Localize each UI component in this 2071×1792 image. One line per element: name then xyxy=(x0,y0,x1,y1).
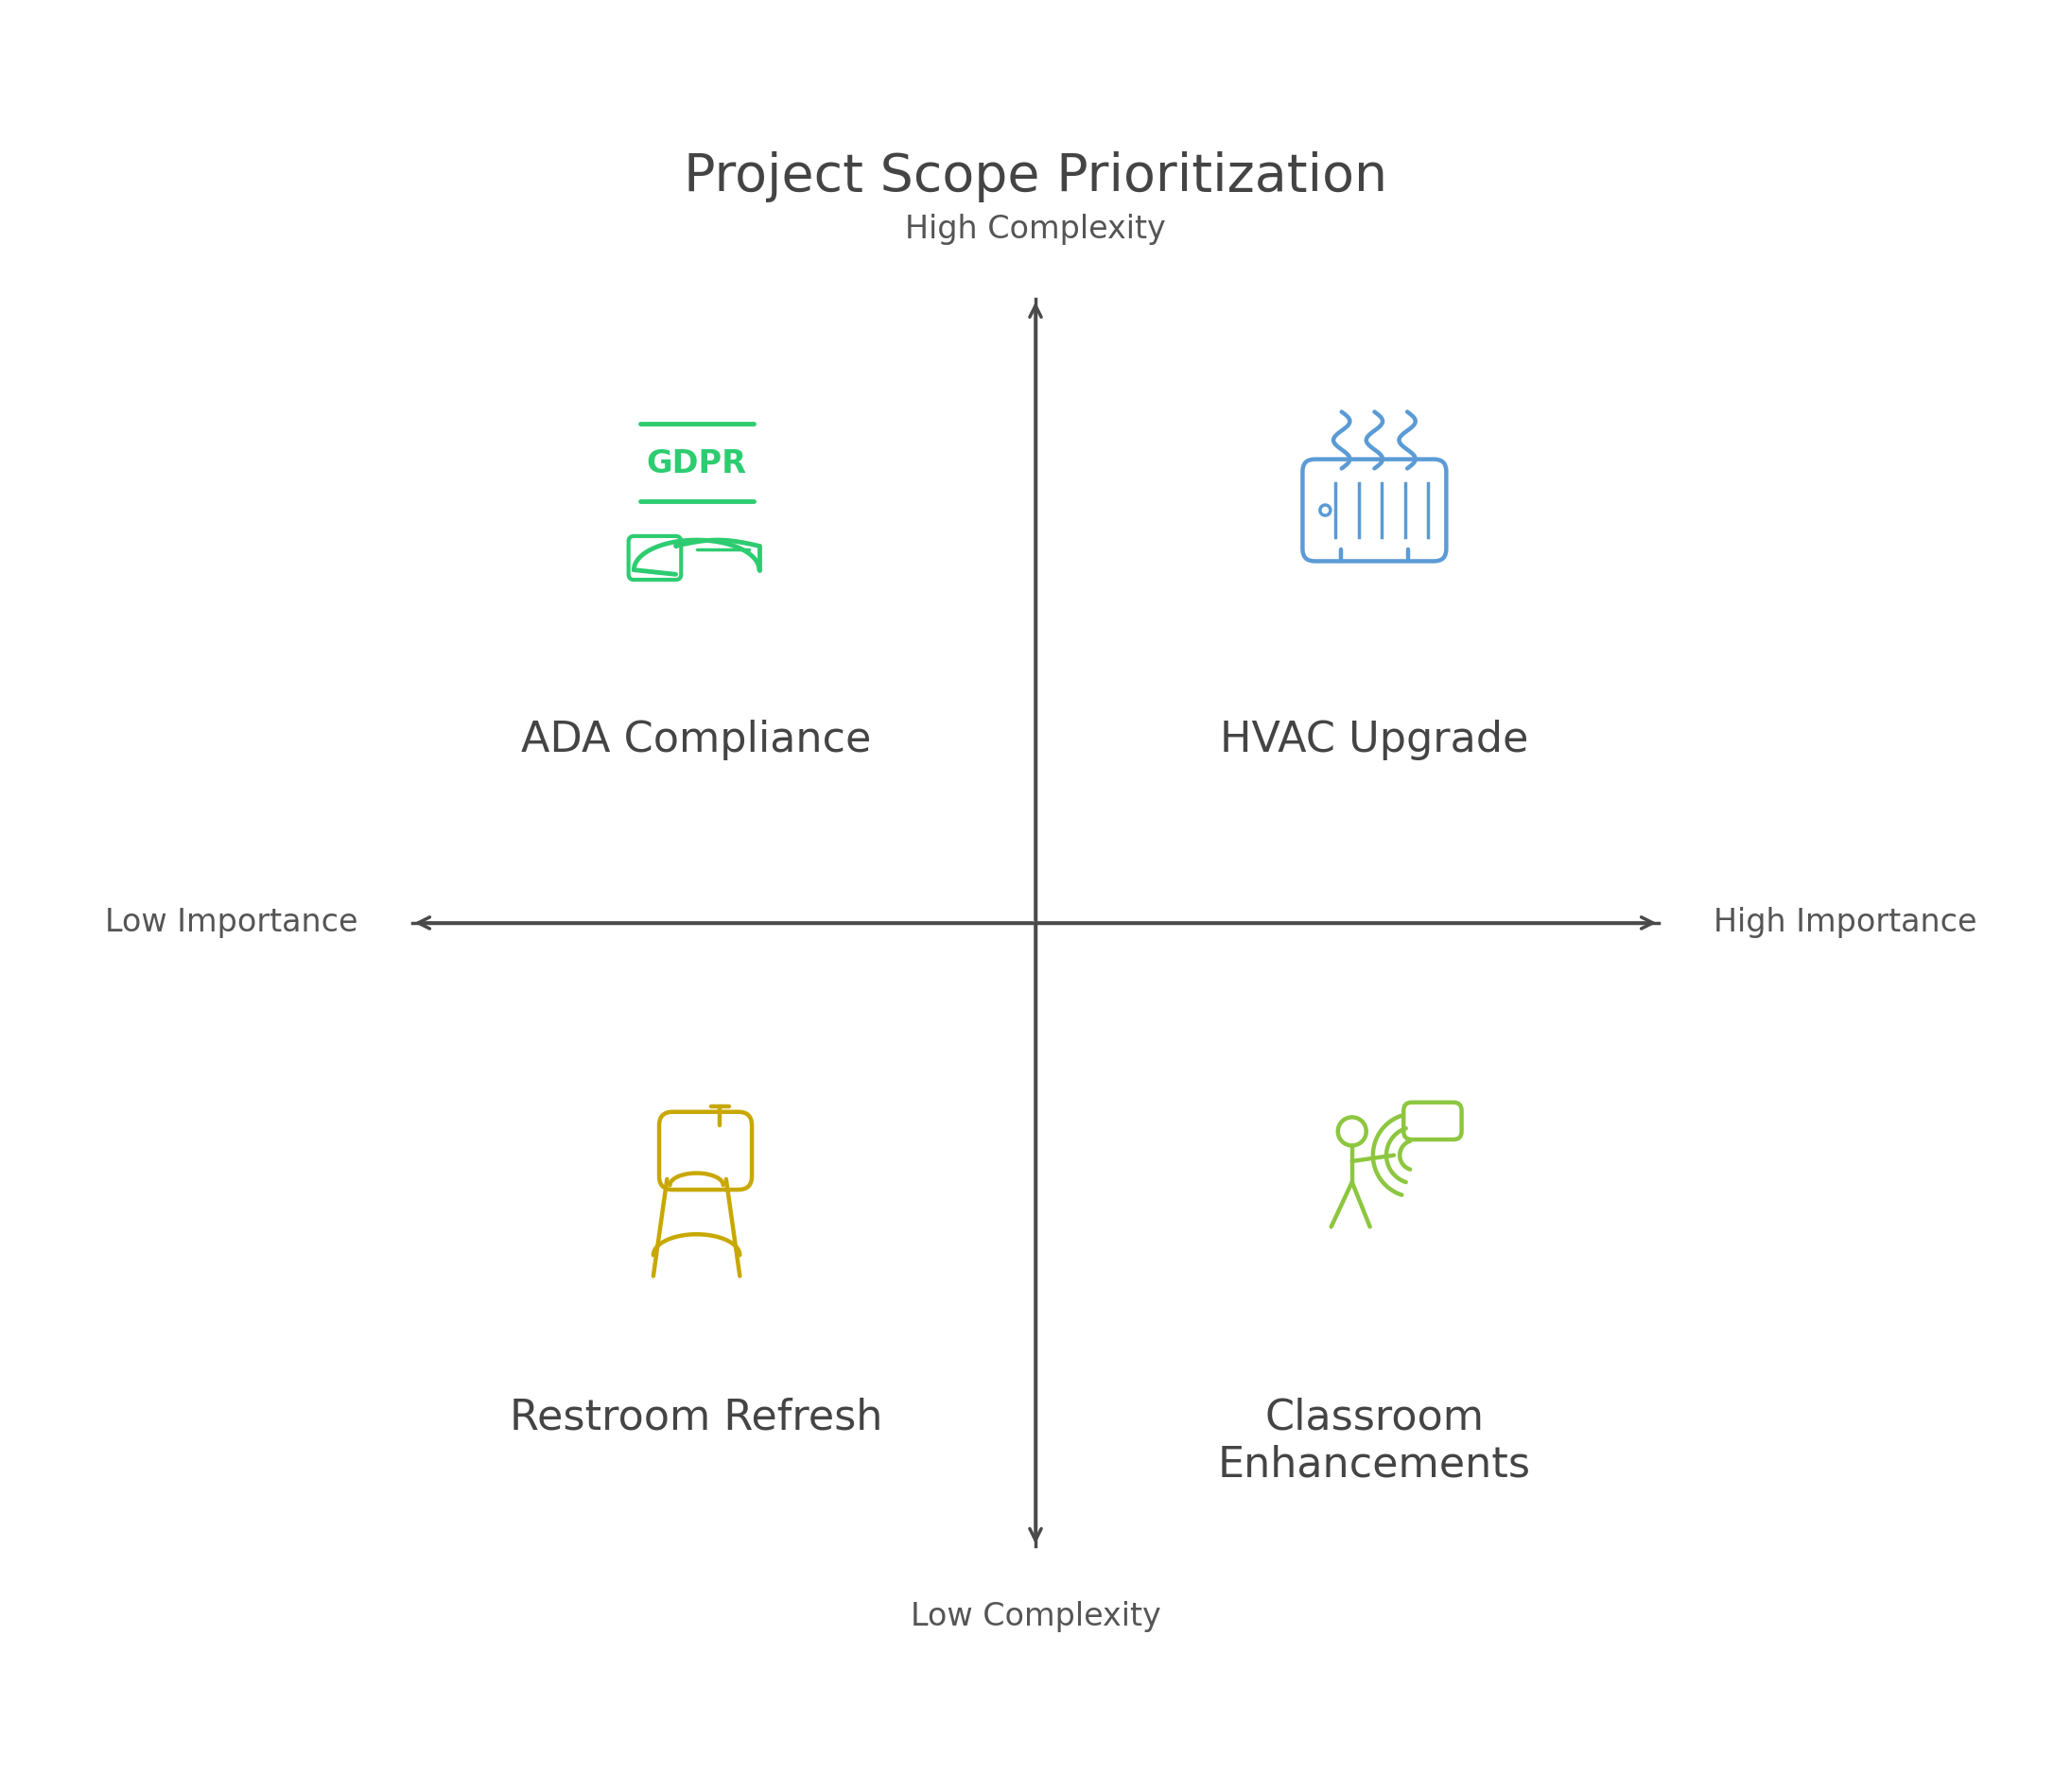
Text: Classroom
Enhancements: Classroom Enhancements xyxy=(1218,1398,1530,1486)
Text: HVAC Upgrade: HVAC Upgrade xyxy=(1220,720,1528,760)
Text: Restroom Refresh: Restroom Refresh xyxy=(509,1398,882,1437)
Text: Low Complexity: Low Complexity xyxy=(911,1600,1160,1633)
Text: GDPR: GDPR xyxy=(646,448,748,480)
Text: Low Importance: Low Importance xyxy=(106,907,358,939)
Text: Project Scope Prioritization: Project Scope Prioritization xyxy=(683,152,1388,202)
Text: High Importance: High Importance xyxy=(1713,907,1976,939)
Text: High Complexity: High Complexity xyxy=(905,213,1166,246)
Text: ADA Compliance: ADA Compliance xyxy=(522,720,872,760)
